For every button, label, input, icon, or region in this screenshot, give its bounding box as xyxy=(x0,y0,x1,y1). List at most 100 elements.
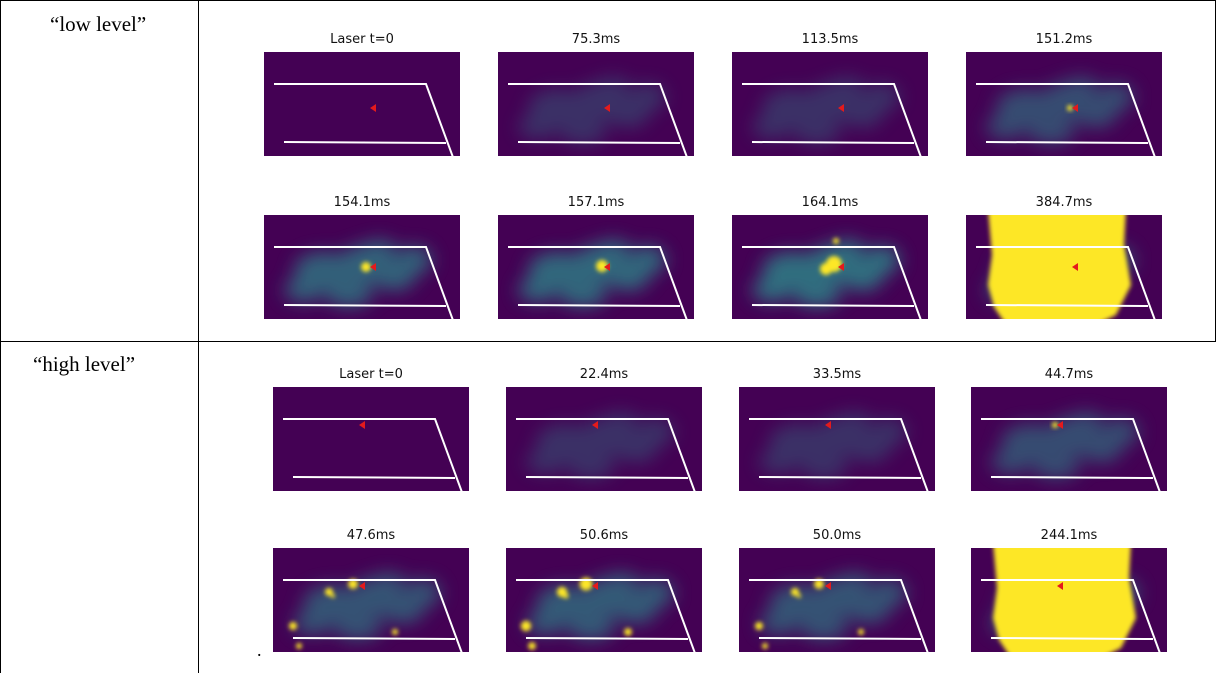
region-outline-top xyxy=(508,83,688,156)
laser-marker-icon xyxy=(838,104,844,112)
region-outline-top xyxy=(742,83,922,156)
region-outline-top xyxy=(742,246,922,319)
diffuse-glow xyxy=(284,240,432,307)
frame-time-label: 113.5ms xyxy=(801,32,859,47)
frame-image xyxy=(739,387,935,491)
frame-image xyxy=(966,215,1162,319)
saturated-region xyxy=(993,548,1136,652)
diffuse-glow xyxy=(526,573,674,640)
table-column-divider xyxy=(198,0,199,673)
region-outline-bottom xyxy=(990,637,1154,640)
region-outline-bottom xyxy=(758,476,922,479)
region-outline-top xyxy=(508,246,688,319)
region-outline-bottom xyxy=(985,141,1149,144)
frame-panel: Laser t=0 xyxy=(264,32,460,156)
region-outline-top xyxy=(981,579,1161,652)
region-outline-top xyxy=(283,579,463,652)
frame-panel: 384.7ms xyxy=(966,195,1162,319)
laser-marker-icon xyxy=(825,582,831,590)
frame-panel: 47.6ms xyxy=(273,528,469,652)
diffuse-glow xyxy=(518,240,666,307)
diffuse-glow xyxy=(518,77,666,144)
hot-spots xyxy=(289,579,398,649)
region-outline-bottom xyxy=(990,476,1154,479)
region-outline-top xyxy=(283,418,463,491)
frame-image xyxy=(506,548,702,652)
table-top-border xyxy=(0,0,1216,1)
region-outline-top xyxy=(516,579,696,652)
frame-time-label: 151.2ms xyxy=(1035,32,1093,47)
region-outline-bottom xyxy=(525,637,689,640)
hot-spots xyxy=(1052,422,1058,428)
region-outline-bottom xyxy=(283,141,447,144)
frame-time-label: 164.1ms xyxy=(801,195,859,210)
frame-image xyxy=(966,52,1162,156)
frame-time-label: Laser t=0 xyxy=(339,367,403,382)
frame-image xyxy=(506,387,702,491)
saturated-region xyxy=(988,215,1131,319)
frame-image xyxy=(264,215,460,319)
hot-spots xyxy=(596,260,608,272)
laser-marker-icon xyxy=(1057,421,1063,429)
region-outline-bottom xyxy=(283,304,447,307)
region-outline-bottom xyxy=(751,141,915,144)
frame-panel: 50.6ms xyxy=(506,528,702,652)
region-outline-bottom xyxy=(525,476,689,479)
laser-marker-icon xyxy=(604,263,610,271)
frame-time-label: 244.1ms xyxy=(1040,528,1098,543)
diffuse-glow xyxy=(526,412,674,479)
frame-panel: 244.1ms xyxy=(971,528,1167,652)
region-outline-top xyxy=(516,418,696,491)
laser-marker-icon xyxy=(370,104,376,112)
frame-time-label: 44.7ms xyxy=(1044,367,1094,382)
laser-marker-icon xyxy=(604,104,610,112)
frame-image xyxy=(498,215,694,319)
frame-image xyxy=(732,215,928,319)
region-outline-top xyxy=(749,418,929,491)
diffuse-glow xyxy=(986,77,1134,144)
frame-image xyxy=(971,387,1167,491)
region-outline-top xyxy=(976,83,1156,156)
region-outline-bottom xyxy=(517,141,681,144)
frame-panel: 154.1ms xyxy=(264,195,460,319)
table-row-divider xyxy=(0,341,1216,342)
diffuse-glow xyxy=(759,573,907,640)
region-outline-top xyxy=(981,418,1161,491)
region-outline-bottom xyxy=(517,304,681,307)
hot-spots xyxy=(755,579,864,649)
laser-marker-icon xyxy=(1072,104,1078,112)
frame-time-label: 50.0ms xyxy=(812,528,862,543)
frame-time-label: Laser t=0 xyxy=(330,32,394,47)
diffuse-glow xyxy=(752,240,900,307)
frame-background xyxy=(264,52,460,156)
frame-image xyxy=(264,52,460,156)
frame-panel: Laser t=0 xyxy=(273,367,469,491)
region-outline-bottom xyxy=(758,637,922,640)
frame-time-label: 157.1ms xyxy=(567,195,625,210)
diffuse-glow xyxy=(293,573,441,640)
diffuse-glow xyxy=(991,412,1139,479)
table-left-border xyxy=(0,0,1,673)
frame-panel: 50.0ms xyxy=(739,528,935,652)
region-outline-bottom xyxy=(985,304,1149,307)
laser-marker-icon xyxy=(838,263,844,271)
region-outline-top xyxy=(749,579,929,652)
frame-panel: 75.3ms xyxy=(498,32,694,156)
laser-marker-icon xyxy=(1072,263,1078,271)
hot-spots xyxy=(1067,105,1073,111)
frame-panel: 44.7ms xyxy=(971,367,1167,491)
frame-image xyxy=(273,387,469,491)
frame-panel: 113.5ms xyxy=(732,32,928,156)
frame-time-label: 47.6ms xyxy=(346,528,396,543)
region-outline-bottom xyxy=(292,637,456,640)
laser-marker-icon xyxy=(359,582,365,590)
frame-time-label: 154.1ms xyxy=(333,195,391,210)
laser-marker-icon xyxy=(370,263,376,271)
region-outline-top xyxy=(976,246,1156,319)
frame-image xyxy=(273,548,469,652)
laser-marker-icon xyxy=(825,421,831,429)
region-outline-bottom xyxy=(292,476,456,479)
frame-panel: 164.1ms xyxy=(732,195,928,319)
frame-time-label: 384.7ms xyxy=(1035,195,1093,210)
laser-marker-icon xyxy=(592,421,598,429)
